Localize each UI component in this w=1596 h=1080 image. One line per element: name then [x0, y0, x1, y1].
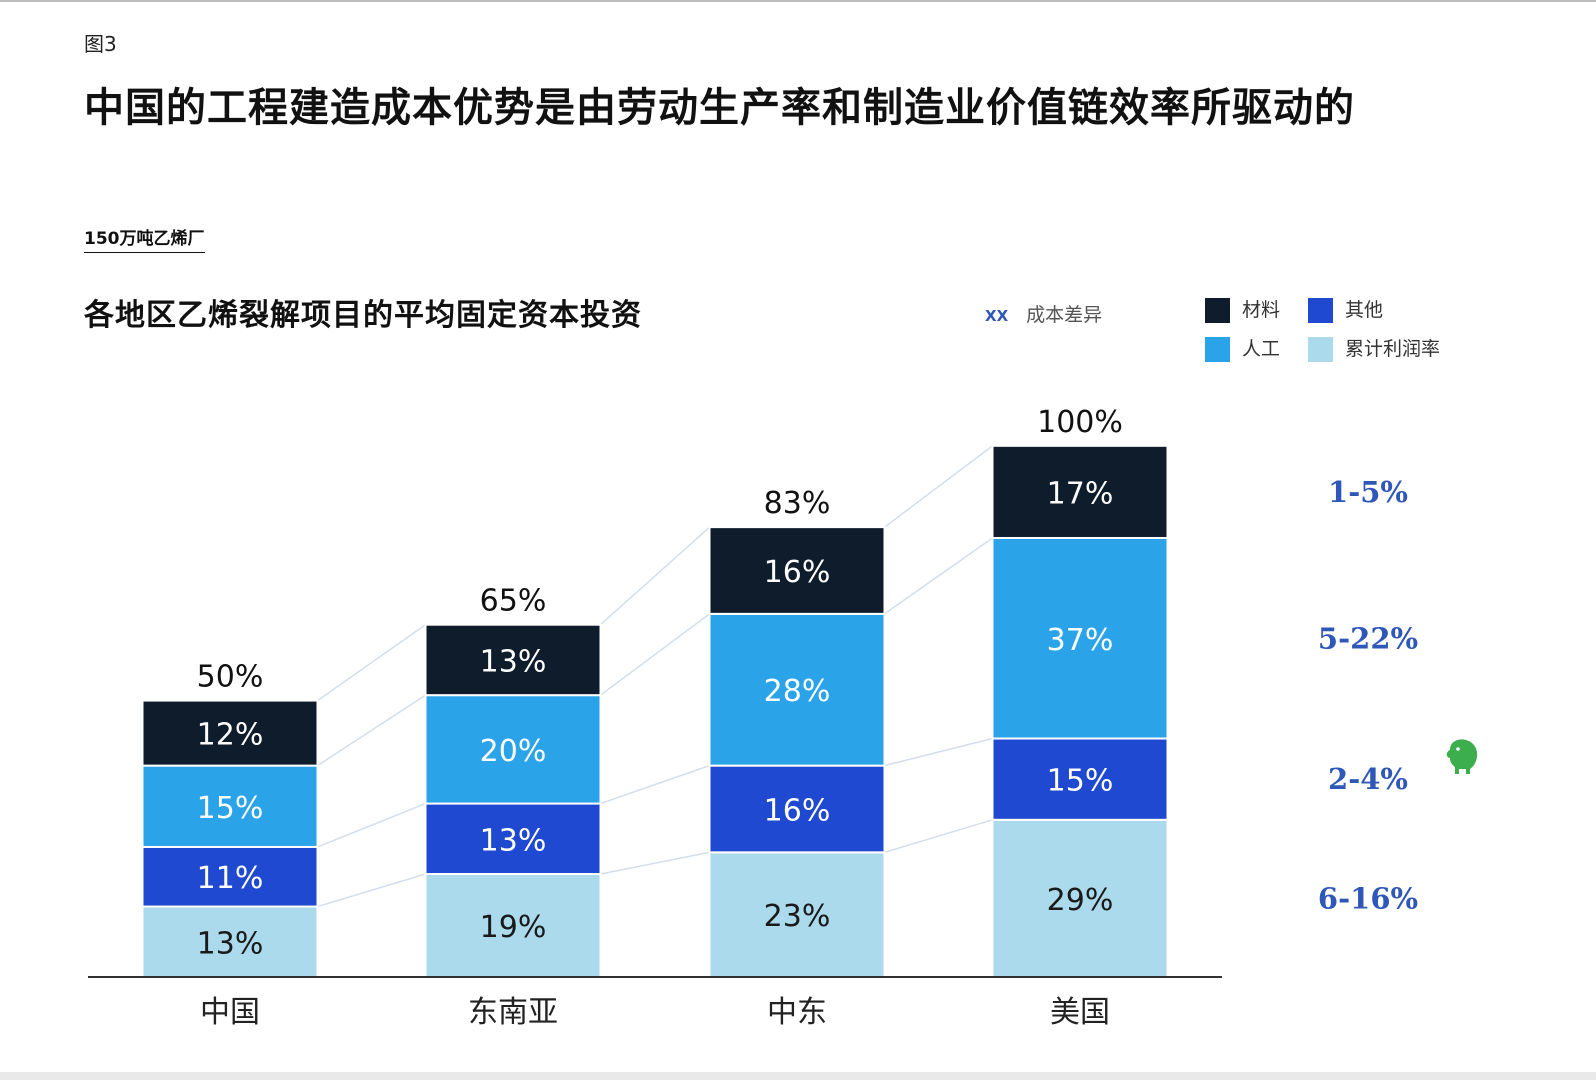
connector-other-0 — [317, 802, 426, 848]
cost-diff-labor: 5-22% — [1318, 621, 1418, 655]
legend-item-margin: 累计利润率 — [1308, 335, 1440, 363]
label-material-usa: 17% — [1047, 476, 1114, 511]
bar-material-china — [141, 699, 319, 767]
label-labor-china: 15% — [197, 791, 264, 826]
legend-swatch-margin — [1308, 337, 1333, 362]
connector-labor-1 — [600, 613, 710, 696]
bar-margin-china — [141, 905, 319, 978]
bar-margin-usa — [991, 818, 1169, 978]
total-label-usa: 100% — [1037, 405, 1123, 440]
connector-other-1 — [600, 764, 710, 805]
connector-labor-0 — [317, 694, 426, 767]
bar-other-china — [141, 845, 319, 908]
cost-diff-margin: 6-16% — [1318, 881, 1418, 915]
category-label-middle-east: 中东 — [767, 995, 827, 1030]
total-label-southeast-asia: 65% — [480, 584, 547, 619]
bar-labor-middle-east — [708, 612, 886, 767]
connector-material-2 — [884, 445, 993, 528]
cost-difference-key-label: 成本差异 — [1026, 304, 1103, 326]
cost-diff-other: 2-4% — [1328, 762, 1408, 796]
page-title: 中国的工程建造成本优势是由劳动生产率和制造业价值链效率所驱动的 — [84, 84, 1355, 131]
label-other-middle-east: 16% — [764, 793, 831, 828]
figure-label: 图3 — [84, 32, 117, 56]
legend-label-margin: 累计利润率 — [1345, 338, 1441, 360]
legend-swatch-material — [1205, 298, 1230, 323]
bar-other-southeast-asia — [424, 802, 602, 876]
label-other-china: 11% — [197, 861, 264, 896]
category-label-china: 中国 — [200, 995, 260, 1030]
label-margin-china: 13% — [197, 926, 264, 961]
bar-labor-southeast-asia — [424, 694, 602, 805]
bar-labor-usa — [991, 536, 1169, 740]
label-margin-southeast-asia: 19% — [480, 910, 547, 945]
total-label-middle-east: 83% — [764, 486, 831, 521]
label-material-china: 12% — [197, 718, 264, 753]
category-label-southeast-asia: 东南亚 — [468, 995, 558, 1030]
connector-lines — [317, 445, 993, 908]
elephant-logo-icon — [1446, 739, 1478, 774]
cost-difference-key: XX 成本差异 — [985, 300, 1102, 327]
category-label-usa: 美国 — [1050, 995, 1110, 1030]
connector-margin-2 — [884, 819, 993, 854]
label-margin-usa: 29% — [1047, 883, 1114, 918]
cost-diff-material: 1-5% — [1328, 475, 1408, 509]
label-material-southeast-asia: 13% — [480, 644, 547, 679]
connector-margin-0 — [317, 873, 426, 908]
label-material-middle-east: 16% — [764, 555, 831, 590]
legend-label-material: 材料 — [1242, 299, 1281, 321]
label-margin-middle-east: 23% — [764, 899, 831, 934]
bar-segments — [141, 444, 1169, 979]
bar-margin-southeast-asia — [424, 873, 602, 979]
legend-label-other: 其他 — [1345, 299, 1384, 321]
label-labor-middle-east: 28% — [764, 674, 831, 709]
label-other-usa: 15% — [1047, 764, 1114, 799]
connector-other-2 — [884, 737, 993, 767]
bar-material-southeast-asia — [424, 623, 602, 697]
top-rule — [0, 0, 1596, 2]
cost-difference-symbol: XX — [985, 307, 1009, 325]
connector-material-1 — [599, 526, 711, 626]
label-labor-southeast-asia: 20% — [480, 734, 547, 769]
legend-swatch-labor — [1205, 337, 1230, 362]
total-label-china: 50% — [197, 660, 264, 695]
legend-item-labor: 人工 — [1205, 335, 1280, 363]
legend-swatch-other — [1308, 298, 1333, 323]
connector-labor-2 — [884, 537, 993, 615]
cost-difference-labels: 6-16% 2-4% 5-22% 1-5% — [1318, 475, 1418, 915]
chart-title: 各地区乙烯裂解项目的平均固定资本投资 — [84, 298, 642, 333]
legend-item-material: 材料 — [1205, 296, 1280, 324]
legend-item-other: 其他 — [1308, 296, 1383, 324]
segment-labels: 13% 11% 15% 12% 50% 中国 19% 13% 20% 13% 65% 东南亚 23% 16… — [197, 405, 1123, 1030]
bar-margin-middle-east — [708, 851, 886, 979]
bar-material-usa — [991, 444, 1169, 539]
bottom-rule — [0, 1072, 1596, 1080]
label-labor-usa: 37% — [1047, 623, 1114, 658]
unit-label: 150万吨乙烯厂 — [84, 224, 205, 253]
connector-material-0 — [317, 624, 426, 702]
label-other-southeast-asia: 13% — [480, 823, 547, 858]
legend-label-labor: 人工 — [1242, 338, 1281, 360]
bar-material-middle-east — [708, 526, 886, 615]
connector-margin-1 — [600, 851, 710, 875]
bar-other-middle-east — [708, 764, 886, 854]
